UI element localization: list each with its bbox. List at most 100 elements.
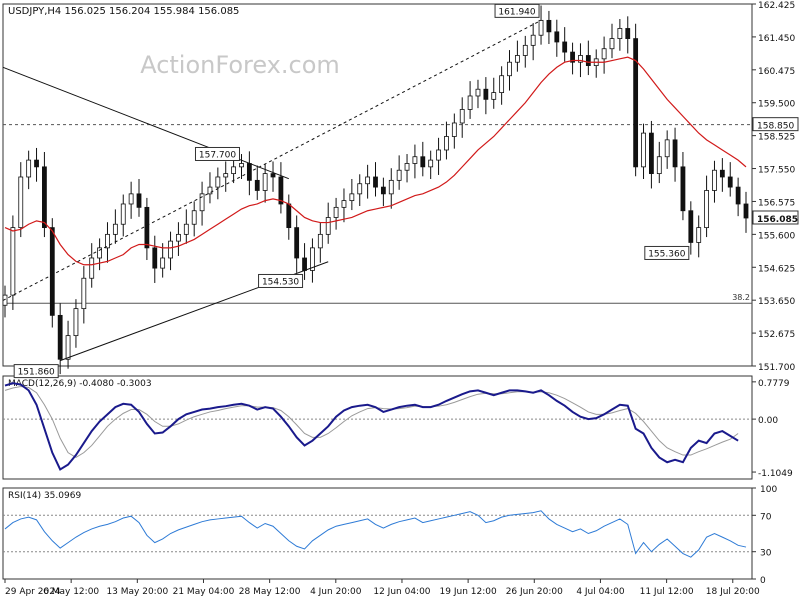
descending-trendline	[2, 66, 289, 180]
moving-average-line	[4, 56, 747, 266]
candle-body	[467, 95, 473, 110]
candle-body	[459, 109, 465, 124]
candle-body	[633, 38, 639, 168]
macd-ytick-label: -1.1049	[758, 469, 793, 479]
candle-body	[333, 206, 339, 218]
rsi-ytick-label: 0	[760, 576, 766, 586]
candle-body	[341, 200, 347, 208]
rsi-ytick-label: 100	[760, 485, 777, 495]
candle-body	[231, 166, 237, 175]
price-annotation-box	[258, 273, 304, 288]
candle-body	[507, 61, 512, 77]
price-annotation: 155.360	[648, 249, 685, 259]
candle-body	[451, 122, 457, 137]
candle-body	[388, 179, 394, 195]
candle-body	[89, 257, 95, 279]
candle-body	[317, 233, 323, 249]
x-tick-label: 13 May 20:00	[106, 587, 168, 597]
candle-body	[436, 149, 441, 161]
candle-body	[735, 186, 741, 205]
x-tick-label: 29 Apr 2024	[5, 587, 61, 597]
x-tick-label: 26 Jun 20:00	[506, 587, 563, 597]
price-ytick-label: 157.550	[758, 166, 795, 176]
candle-body	[420, 156, 426, 168]
candle-body	[207, 186, 213, 195]
candle-body	[183, 223, 189, 235]
price-ytick-label: 159.500	[758, 100, 795, 110]
candle-body	[81, 277, 87, 310]
candle-body	[65, 335, 71, 360]
level-label-box	[752, 117, 799, 132]
candle-body	[160, 257, 166, 269]
price-annotation: 161.940	[498, 7, 535, 17]
candle-body	[649, 132, 654, 175]
x-tick-label: 6 May 12:00	[43, 587, 99, 597]
candle-body	[302, 257, 307, 271]
price-ytick-label: 153.650	[758, 297, 795, 307]
candle-body	[491, 92, 497, 100]
candle-body	[325, 217, 331, 235]
x-tick-label: 4 Jul 04:00	[576, 587, 625, 597]
candle-body	[97, 247, 102, 259]
price-annotation-box	[644, 245, 690, 260]
candle-body	[696, 227, 702, 243]
rsi-header: RSI(14) 35.0969	[8, 491, 81, 501]
level-label: 158.850	[757, 122, 794, 132]
macd-ytick-label: 0.7779	[758, 379, 790, 389]
candle-body	[42, 166, 47, 229]
x-tick-label: 12 Jun 04:00	[373, 587, 430, 597]
candle-body	[168, 240, 173, 259]
candle-body	[428, 159, 434, 168]
macd-ytick-label: 0.00	[758, 416, 778, 426]
rsi-line	[4, 510, 747, 558]
candle-body	[530, 34, 536, 46]
x-tick-label: 4 Jun 20:00	[310, 587, 362, 597]
candle-body	[664, 139, 670, 158]
candle-body	[73, 308, 79, 337]
candle-body	[57, 314, 63, 360]
macd-panel-frame	[2, 375, 753, 480]
candle-body	[10, 227, 16, 296]
price-ytick-label: 162.425	[758, 1, 795, 11]
price-ytick-label: 156.575	[758, 198, 795, 208]
x-tick-label: 11 Jul 12:00	[640, 587, 694, 597]
candle-body	[199, 193, 205, 212]
candle-body	[578, 55, 583, 63]
candle-body	[223, 173, 229, 178]
candle-body	[727, 176, 733, 188]
price-ytick-label: 152.675	[758, 330, 795, 340]
price-ytick-label: 158.525	[758, 133, 795, 143]
x-tick-label: 21 May 04:00	[173, 587, 235, 597]
candle-body	[26, 159, 32, 178]
candle-body	[396, 169, 402, 181]
candle-body	[712, 169, 717, 191]
candle-body	[641, 132, 646, 168]
candle-body	[680, 166, 686, 212]
x-tick-label: 28 May 12:00	[239, 587, 301, 597]
candle-body	[373, 176, 378, 188]
candle-body	[562, 41, 568, 53]
macd-signal-line	[4, 386, 739, 459]
candle-body	[444, 136, 449, 151]
price-annotation-box	[494, 3, 540, 18]
candle-body	[475, 88, 481, 97]
candle-body	[294, 227, 300, 259]
price-annotation: 157.700	[199, 150, 236, 160]
candle-body	[514, 55, 520, 63]
candle-body	[546, 19, 552, 33]
price-ytick-label: 160.475	[758, 67, 795, 77]
candle-body	[215, 176, 221, 188]
price-annotation-box	[13, 364, 59, 379]
candle-body	[310, 247, 315, 271]
candle-body	[380, 186, 386, 195]
candle-body	[136, 193, 142, 208]
candle-body	[152, 247, 158, 269]
price-ytick-label: 154.625	[758, 264, 795, 274]
candle-body	[254, 179, 260, 191]
candle-body	[286, 203, 292, 229]
candle-body	[49, 227, 55, 316]
macd-header: MACD(12,26,9) -0.4080 -0.3003	[8, 379, 152, 389]
rsi-ytick-label: 70	[760, 512, 772, 522]
price-annotation-box	[194, 146, 240, 161]
